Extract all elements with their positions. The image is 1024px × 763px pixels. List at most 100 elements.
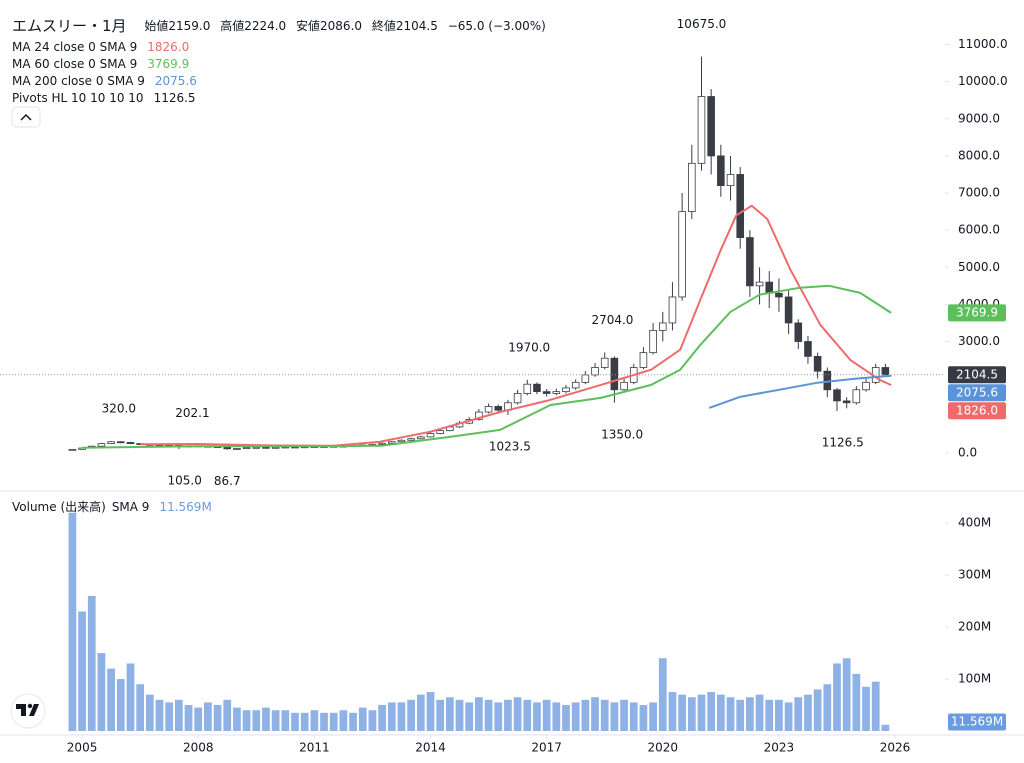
collapse-button[interactable] xyxy=(11,106,41,128)
legend-value: 1126.5 xyxy=(154,91,196,105)
x-tick-label: 2014 xyxy=(415,741,446,755)
volume-bar xyxy=(426,692,435,731)
volume-bar xyxy=(794,697,803,731)
volume-bar xyxy=(678,694,687,731)
legend-name: MA 60 close 0 SMA 9 xyxy=(12,57,137,71)
volume-bar xyxy=(329,712,338,731)
volume-bar xyxy=(310,710,319,731)
volume-bar xyxy=(813,689,822,731)
pivot-label: 1970.0 xyxy=(508,340,550,354)
volume-tick-label: 100M xyxy=(958,672,991,686)
candle-body xyxy=(746,237,754,287)
volume-tick-label: 300M xyxy=(958,568,991,582)
logo-dot[interactable] xyxy=(27,703,33,709)
volume-bar xyxy=(194,707,203,731)
legend-name: SMA 9 xyxy=(112,500,150,514)
x-tick-label: 2026 xyxy=(880,741,911,755)
price-label: 2075.6 xyxy=(956,385,998,399)
legend-value: 2075.6 xyxy=(155,74,197,88)
candle-body xyxy=(804,341,812,357)
pivot-label: 10675.0 xyxy=(677,17,727,31)
candle-body xyxy=(813,355,822,372)
volume-bar xyxy=(233,707,241,731)
volume-bar xyxy=(213,705,222,731)
logo-circle[interactable] xyxy=(10,693,46,729)
legend-name: MA 24 close 0 SMA 9 xyxy=(12,40,137,54)
volume-bar xyxy=(378,705,386,731)
volume-bar xyxy=(784,702,793,731)
volume-bar xyxy=(649,702,657,731)
candle-body xyxy=(223,446,232,450)
legend-row: MA 24 close 0 SMA 9 1826.0 xyxy=(12,40,189,54)
candle-body xyxy=(707,96,715,157)
volume-bar xyxy=(871,681,880,731)
volume-bar xyxy=(204,702,212,731)
volume-bar xyxy=(397,702,406,731)
candle-body xyxy=(126,442,135,444)
volume-bar xyxy=(862,686,870,731)
volume-bar xyxy=(78,611,86,731)
legend-value: 3769.9 xyxy=(147,57,189,71)
volume-bar xyxy=(687,697,696,731)
candle-body xyxy=(591,367,599,376)
moving-average-line xyxy=(140,204,892,447)
volume-bar xyxy=(465,702,474,731)
quote: 始値2159.0 xyxy=(144,18,210,33)
price-label-box xyxy=(948,713,1006,731)
volume-bar xyxy=(581,699,590,731)
y-tick-label: 11000.0 xyxy=(958,37,1008,51)
candle-body xyxy=(881,367,890,376)
volume-bar xyxy=(223,699,232,731)
button-frame[interactable] xyxy=(11,106,41,128)
volume-bar xyxy=(842,658,851,731)
volume-bar xyxy=(368,710,377,731)
candle-body xyxy=(668,296,677,324)
volume-bar xyxy=(339,710,348,731)
price-label-box xyxy=(948,402,1006,420)
volume-bar xyxy=(291,712,299,731)
candle-body xyxy=(542,391,551,394)
y-tick-label: 10000.0 xyxy=(958,74,1008,88)
volume-bar xyxy=(707,692,716,731)
candle-body xyxy=(581,374,590,383)
price-label-box xyxy=(948,304,1006,322)
candle-body xyxy=(387,441,396,444)
volume-bar xyxy=(407,699,416,731)
candle-body xyxy=(262,446,270,449)
volume-bar xyxy=(445,697,454,731)
logo[interactable] xyxy=(10,693,46,729)
candle-body xyxy=(726,174,735,187)
x-tick-label: 2011 xyxy=(299,741,330,755)
volume-bar xyxy=(358,707,367,731)
y-tick-label: 5000.0 xyxy=(958,260,1000,274)
candle-body xyxy=(233,448,241,450)
candle-body xyxy=(600,357,609,368)
volume-bar xyxy=(610,702,619,731)
candle-body xyxy=(639,352,648,368)
candle-body xyxy=(794,322,803,342)
volume-bar xyxy=(116,679,125,731)
candle-body xyxy=(116,441,125,444)
moving-average-line xyxy=(82,284,892,449)
candle-body xyxy=(252,446,261,449)
y-tick-label: 0.0 xyxy=(958,445,977,459)
chevron-icon[interactable] xyxy=(20,113,32,121)
volume-bar xyxy=(716,694,725,731)
quote: 安値2086.0 xyxy=(296,18,362,33)
x-tick-label: 2008 xyxy=(183,741,214,755)
candle-body xyxy=(571,381,580,389)
price-label: 1826.0 xyxy=(956,403,998,417)
volume-bar xyxy=(823,684,832,731)
candle-body xyxy=(494,406,503,411)
legend-name: Pivots HL 10 10 10 10 xyxy=(12,91,144,105)
header: エムスリー・1月 始値2159.0 高値2224.0 安値2086.0 終値21… xyxy=(12,17,546,35)
quote: −65.0 (−3.00%) xyxy=(448,19,546,33)
y-tick-label: 8000.0 xyxy=(958,148,1000,162)
volume-bar xyxy=(697,694,706,731)
logo-mark[interactable] xyxy=(16,704,39,716)
quote: 高値2224.0 xyxy=(220,18,286,33)
candle-body xyxy=(649,329,657,354)
candle-body xyxy=(97,443,106,447)
volume-bar xyxy=(174,699,183,731)
